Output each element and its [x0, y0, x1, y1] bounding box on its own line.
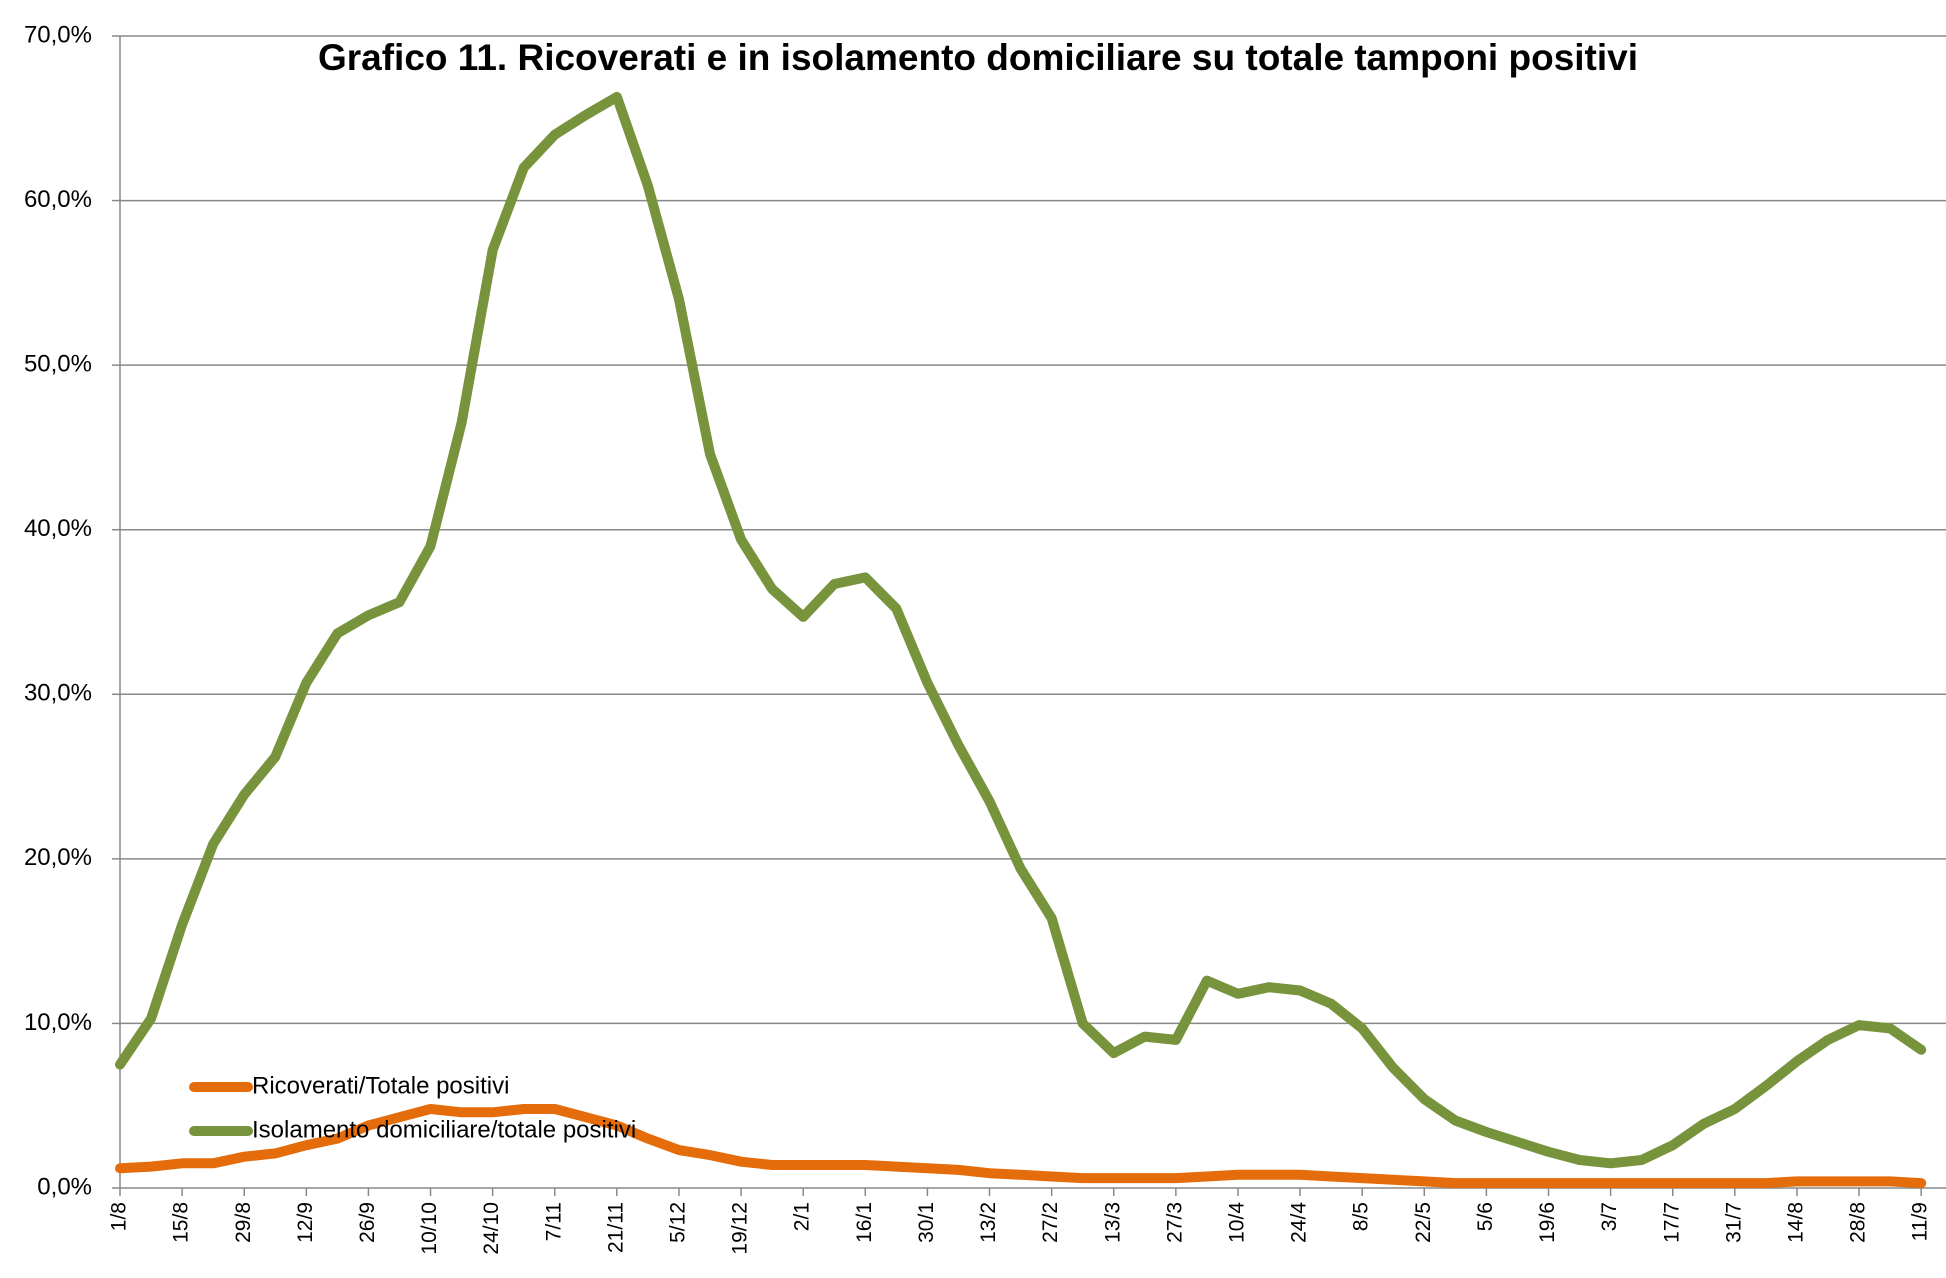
x-tick-label: 11/9 — [1909, 1202, 1932, 1241]
x-tick-label: 26/9 — [356, 1202, 379, 1243]
x-tick-label: 12/9 — [294, 1202, 317, 1243]
series-line — [115, 1104, 1927, 1189]
series-line — [115, 91, 1927, 1169]
y-tick-label: 30,0% — [24, 680, 92, 707]
x-tick-label: 28/8 — [1847, 1202, 1870, 1243]
x-tick-label: 14/8 — [1784, 1202, 1807, 1243]
x-tick-label: 27/2 — [1039, 1202, 1062, 1243]
x-tick-label: 13/3 — [1101, 1202, 1124, 1243]
x-tick-label: 7/11 — [542, 1202, 565, 1241]
x-tick-label: 21/11 — [604, 1202, 627, 1253]
y-tick-label: 70,0% — [24, 21, 92, 48]
y-tick-label: 20,0% — [24, 844, 92, 871]
x-tick-label: 16/1 — [853, 1202, 876, 1243]
x-tick-label: 19/12 — [729, 1202, 752, 1255]
x-tick-label: 17/7 — [1660, 1202, 1683, 1243]
x-tick-label: 5/6 — [1474, 1202, 1497, 1231]
y-tick-label: 10,0% — [24, 1009, 92, 1036]
x-tick-label: 1/8 — [108, 1202, 131, 1231]
x-tick-label: 30/1 — [915, 1202, 938, 1243]
x-tick-label: 2/1 — [791, 1202, 814, 1231]
x-tick-label: 10/10 — [418, 1202, 441, 1255]
x-tick-label: 19/6 — [1536, 1202, 1559, 1243]
chart-title: Grafico 11. Ricoverati e in isolamento d… — [318, 37, 1638, 78]
x-tick-label: 15/8 — [170, 1202, 193, 1243]
legend-label: Ricoverati/Totale positivi — [252, 1072, 509, 1099]
x-tick-label: 5/12 — [667, 1202, 690, 1243]
y-tick-label: 60,0% — [24, 186, 92, 213]
x-tick-label: 3/7 — [1598, 1202, 1621, 1231]
x-tick-label: 31/7 — [1722, 1202, 1745, 1243]
y-tick-label: 50,0% — [24, 350, 92, 377]
x-tick-label: 29/8 — [232, 1202, 255, 1243]
x-tick-label: 13/2 — [977, 1202, 1000, 1243]
y-tick-label: 40,0% — [24, 515, 92, 542]
legend-label: Isolamento domiciliare/totale positivi — [252, 1116, 636, 1143]
y-tick-label: 0,0% — [37, 1173, 92, 1200]
x-tick-label: 27/3 — [1163, 1202, 1186, 1243]
x-tick-label: 8/5 — [1350, 1202, 1373, 1231]
x-tick-label: 24/4 — [1288, 1202, 1311, 1243]
x-tick-label: 24/10 — [480, 1202, 503, 1255]
x-tick-label: 22/5 — [1412, 1202, 1435, 1243]
x-tick-label: 10/4 — [1226, 1202, 1249, 1243]
